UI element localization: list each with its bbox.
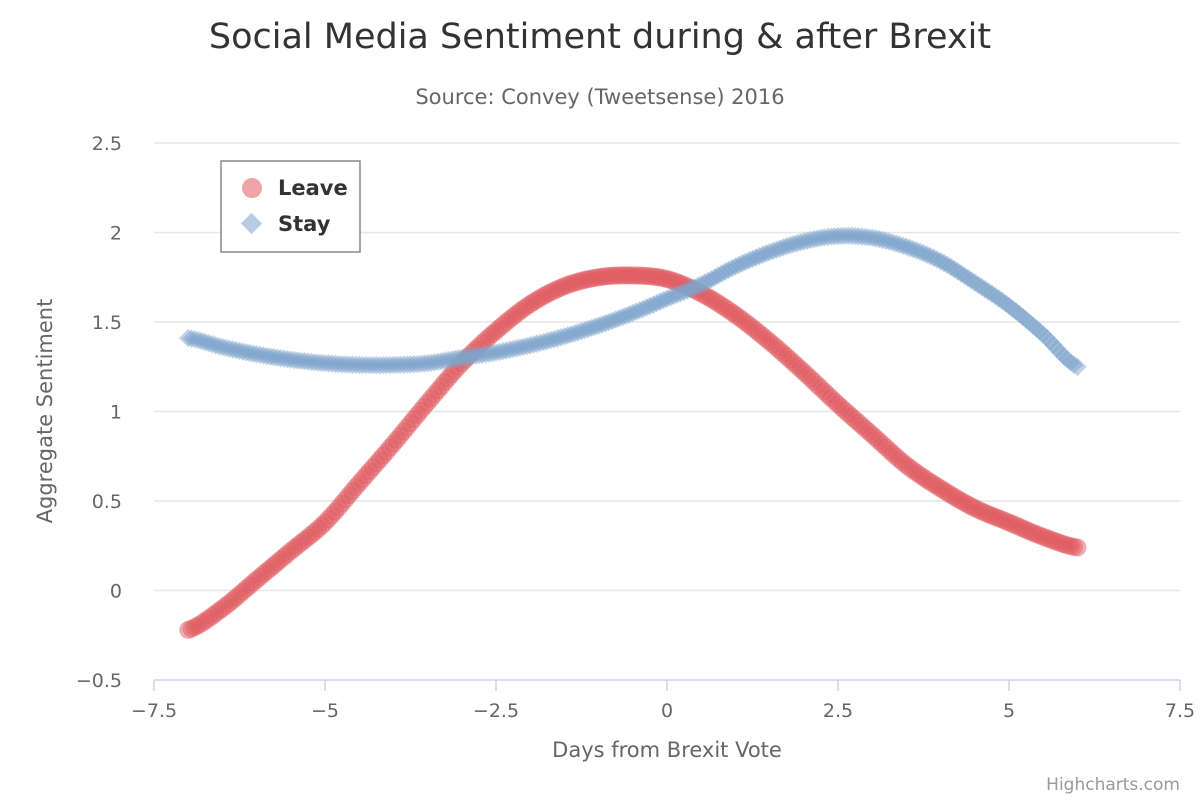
- chart-title: Social Media Sentiment during & after Br…: [209, 17, 991, 57]
- x-tick-label: −2.5: [473, 700, 519, 722]
- legend-item-leave[interactable]: Leave: [278, 176, 348, 200]
- x-tick-label: −5: [311, 700, 339, 722]
- y-tick-label: 1: [110, 402, 122, 424]
- legend-leave-marker-icon[interactable]: [242, 178, 262, 198]
- x-axis-title: Days from Brexit Vote: [552, 738, 782, 762]
- x-tick-label: 5: [1003, 700, 1015, 722]
- x-tick-label: 2.5: [823, 700, 853, 722]
- y-tick-label: 1.5: [92, 312, 122, 334]
- x-axis-ticks: −7.5 −5 −2.5 0 2.5 5 7.5: [131, 680, 1195, 722]
- y-tick-label: 2: [110, 223, 122, 245]
- legend-box: [220, 160, 361, 253]
- leave-data-point[interactable]: [1068, 538, 1087, 557]
- y-tick-label: 0.5: [92, 491, 122, 513]
- y-tick-label: 2.5: [92, 133, 122, 155]
- legend-item-stay[interactable]: Stay: [278, 212, 331, 236]
- stay-data-point[interactable]: [1068, 357, 1087, 376]
- x-tick-label: 7.5: [1165, 700, 1195, 722]
- y-tick-label: 0: [110, 581, 122, 603]
- y-tick-label: −0.5: [76, 670, 122, 692]
- y-axis-ticks: −0.5 0 0.5 1 1.5 2 2.5: [76, 133, 122, 692]
- x-tick-label: 0: [661, 700, 673, 722]
- plot-series: [179, 226, 1087, 639]
- y-axis-title: Aggregate Sentiment: [33, 299, 57, 524]
- chart-subtitle: Source: Convey (Tweetsense) 2016: [415, 85, 784, 109]
- x-tick-label: −7.5: [131, 700, 177, 722]
- credits-link[interactable]: Highcharts.com: [1046, 775, 1180, 795]
- grid-lines: [154, 142, 1180, 592]
- series-stay: [179, 226, 1087, 376]
- legend: Leave Stay: [220, 160, 361, 253]
